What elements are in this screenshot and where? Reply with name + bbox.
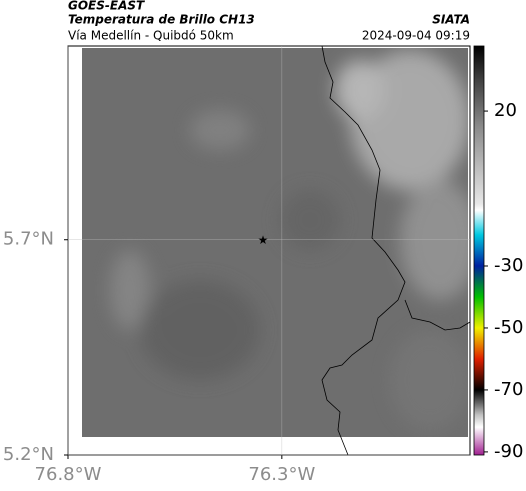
colorbar-tick-label: -30 bbox=[494, 255, 523, 276]
title: Temperatura de Brillo CH13 bbox=[68, 13, 255, 27]
y-tick-label: 5.2°N bbox=[3, 444, 54, 465]
x-tick-label: 76.3°W bbox=[248, 464, 315, 485]
border bbox=[321, 45, 406, 456]
location-marker: ★ bbox=[258, 233, 269, 247]
colorbar-tick-label: 20 bbox=[494, 100, 517, 121]
colorbar-tick-label: -90 bbox=[494, 441, 523, 462]
y-tick-label: 5.7°N bbox=[3, 229, 54, 250]
colorbar-tick-label: -70 bbox=[494, 379, 523, 400]
satellite-image bbox=[82, 48, 468, 437]
x-tick-label: 76.8°W bbox=[35, 464, 102, 485]
source: GOES-EAST bbox=[68, 0, 145, 13]
subtitle: Vía Medellín - Quibdó 50km bbox=[68, 29, 234, 43]
datetime: 2024-09-04 09:19 bbox=[362, 29, 470, 43]
border bbox=[404, 299, 471, 331]
colorbar-tick-label: -50 bbox=[494, 317, 523, 338]
colorbar bbox=[473, 45, 485, 456]
brand: SIATA bbox=[432, 13, 470, 27]
